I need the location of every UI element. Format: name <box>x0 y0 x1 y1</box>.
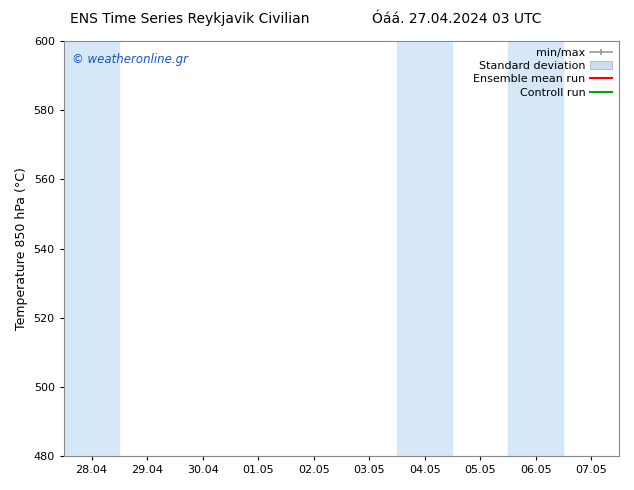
Bar <box>64 41 119 456</box>
Text: ENS Time Series Reykjavik Civilian: ENS Time Series Reykjavik Civilian <box>70 12 310 26</box>
Bar <box>508 41 564 456</box>
Text: Óáá. 27.04.2024 03 UTC: Óáá. 27.04.2024 03 UTC <box>372 12 541 26</box>
Legend: min/max, Standard deviation, Ensemble mean run, Controll run: min/max, Standard deviation, Ensemble me… <box>469 43 617 102</box>
Y-axis label: Temperature 850 hPa (°C): Temperature 850 hPa (°C) <box>15 167 28 330</box>
Text: © weatheronline.gr: © weatheronline.gr <box>72 53 188 67</box>
Bar <box>397 41 453 456</box>
